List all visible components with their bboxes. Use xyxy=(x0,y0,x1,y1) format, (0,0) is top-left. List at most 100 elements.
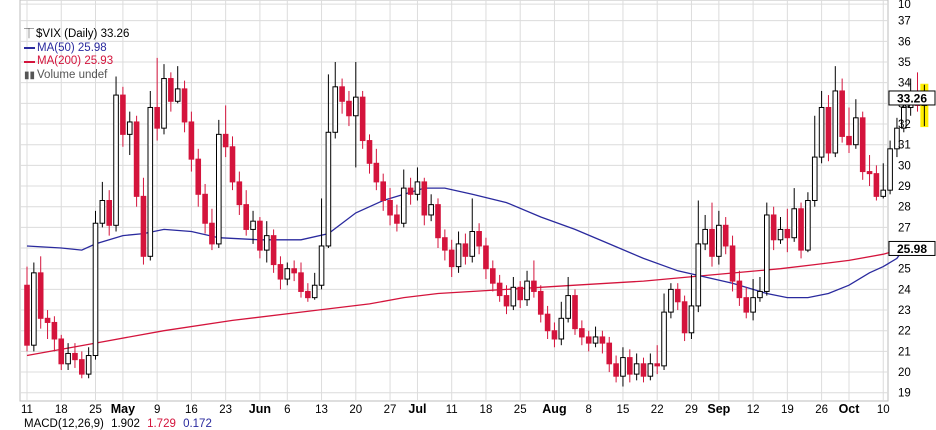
candle-body xyxy=(901,106,907,129)
candle xyxy=(688,274,695,339)
candle xyxy=(490,260,496,292)
candle-body xyxy=(757,290,763,299)
candle xyxy=(620,347,626,387)
last-price-label: 33.26 xyxy=(897,91,927,105)
ma50-value-label: 25.98 xyxy=(897,242,927,256)
candle-body xyxy=(894,127,900,150)
candle xyxy=(599,330,606,354)
macd-label-row: MACD(12,26,9) 1.902 1.729 0.172 xyxy=(24,418,216,430)
x-tick-label: 9 xyxy=(154,404,160,416)
candle-body xyxy=(414,181,421,195)
x-tick-label: May xyxy=(111,402,135,416)
macd-value-1: 1.902 xyxy=(111,418,140,430)
candle-body xyxy=(366,140,373,164)
candle xyxy=(483,237,489,280)
candle-body xyxy=(873,173,880,197)
candle-body xyxy=(853,117,859,146)
candle xyxy=(654,345,661,375)
candle xyxy=(462,233,469,265)
y-tick-label: 22 xyxy=(898,326,911,338)
candle xyxy=(551,322,558,348)
macd-value-3: 0.172 xyxy=(183,418,212,430)
candle xyxy=(579,320,585,346)
candle-body xyxy=(798,208,804,251)
x-tick-label: 22 xyxy=(651,404,664,416)
candle-body xyxy=(181,88,188,123)
candle-body xyxy=(243,204,249,230)
candle xyxy=(647,353,654,381)
y-tick-label: 24 xyxy=(898,284,911,296)
candle-body xyxy=(236,181,243,206)
candle-body xyxy=(318,245,325,286)
x-tick-label: 19 xyxy=(781,404,794,416)
x-tick-label: 8 xyxy=(585,404,591,416)
candle xyxy=(722,217,729,255)
x-tick-label: 18 xyxy=(55,404,68,416)
candle-body xyxy=(325,131,332,247)
candle-body xyxy=(263,235,270,251)
candle xyxy=(832,66,839,158)
x-tick-label: 18 xyxy=(480,404,493,416)
candle xyxy=(674,283,681,311)
x-tick-label: Jun xyxy=(249,402,271,416)
x-tick-label: Oct xyxy=(839,402,861,416)
candle xyxy=(195,148,202,207)
candle xyxy=(572,289,578,335)
x-tick-label: 27 xyxy=(384,404,397,416)
candle xyxy=(311,272,318,300)
candle xyxy=(729,235,736,292)
candle-body xyxy=(332,86,339,133)
y-tick-label: 20 xyxy=(898,367,911,379)
candle xyxy=(209,208,215,251)
candle-body xyxy=(188,121,195,160)
y-tick-label: 32 xyxy=(898,119,911,131)
candle xyxy=(257,217,263,259)
candle xyxy=(400,169,407,228)
candle-body xyxy=(79,359,85,375)
candle-body xyxy=(620,357,626,377)
candle-body xyxy=(606,342,613,365)
candle-body xyxy=(448,249,455,268)
candle xyxy=(113,76,119,232)
x-tick-label: 16 xyxy=(185,404,198,416)
candle xyxy=(859,111,866,180)
x-tick-label: 15 xyxy=(617,404,630,416)
candle xyxy=(880,163,887,199)
candle xyxy=(716,210,722,265)
candle-body xyxy=(339,86,345,102)
x-tick-label: 10 xyxy=(877,404,890,416)
ma50-value-label-box xyxy=(888,240,936,256)
candle-body xyxy=(825,106,832,154)
candle xyxy=(846,107,852,153)
candle-body xyxy=(113,94,119,226)
candle-body xyxy=(195,158,202,195)
candle-body xyxy=(551,330,558,340)
candle-body xyxy=(435,204,441,239)
y-tick-label: 34 xyxy=(898,78,911,90)
candle-body xyxy=(777,228,784,241)
x-tick-label: 25 xyxy=(514,404,527,416)
y-tick-label: 31 xyxy=(898,140,911,152)
candle-body xyxy=(585,336,592,344)
candle-body xyxy=(133,121,140,197)
candle xyxy=(298,262,304,298)
candle-body xyxy=(284,268,291,280)
candle-body xyxy=(24,284,30,346)
candle-body xyxy=(722,224,729,247)
y-tick-label: 37 xyxy=(898,16,911,28)
candle xyxy=(168,72,174,112)
candle-body xyxy=(702,228,708,245)
candle xyxy=(366,134,373,174)
candle-body xyxy=(380,181,386,202)
candle xyxy=(435,198,441,249)
candle xyxy=(873,165,880,201)
candle xyxy=(380,173,386,211)
candle-body xyxy=(44,317,51,323)
candle xyxy=(784,208,791,253)
candle xyxy=(894,117,900,158)
legend-ma200: MA(200) 25.93 xyxy=(24,55,129,69)
x-tick-label: 12 xyxy=(747,404,760,416)
candle xyxy=(565,276,571,323)
candle-body xyxy=(743,297,750,313)
candle xyxy=(887,140,893,195)
